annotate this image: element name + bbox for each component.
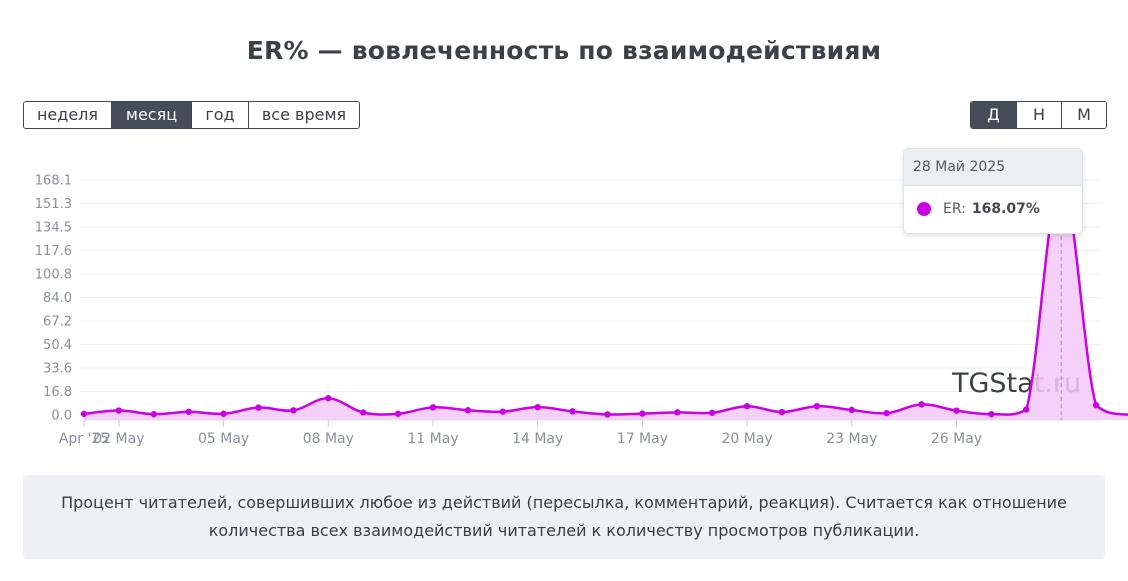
x-tick-label: 08 May xyxy=(303,431,354,447)
tooltip-series-label: ER: xyxy=(943,201,966,217)
data-point xyxy=(499,408,506,415)
data-point xyxy=(150,410,157,418)
tooltip-value: 168.07% xyxy=(971,201,1040,217)
x-tick-label: 26 May xyxy=(931,431,982,447)
data-point xyxy=(604,411,611,418)
data-point xyxy=(185,408,192,415)
data-point xyxy=(778,408,786,416)
data-point xyxy=(918,401,925,408)
y-tick-label: 33.6 xyxy=(43,362,72,377)
chart-description: Процент читателей, совершивших любое из … xyxy=(23,475,1105,559)
y-tick-label: 50.4 xyxy=(43,338,72,353)
y-tick-label: 151.3 xyxy=(35,197,72,212)
y-tick-label: 168.1 xyxy=(35,174,72,189)
period-button-2[interactable]: год xyxy=(192,102,249,128)
x-tick-label: 17 May xyxy=(617,431,668,447)
data-point xyxy=(848,406,855,414)
x-tick-label: 20 May xyxy=(721,431,772,447)
data-point xyxy=(325,395,332,402)
period-button-0[interactable]: неделя xyxy=(24,102,112,128)
x-tick-label: 05 May xyxy=(198,431,249,447)
granularity-button-1[interactable]: Н xyxy=(1017,102,1062,128)
y-tick-label: 0.0 xyxy=(51,409,72,424)
granularity-button-2[interactable]: М xyxy=(1062,102,1106,128)
data-point xyxy=(639,410,646,417)
er-chart: 0.0 16.8 33.6 50.4 67.2 84.0 100.8 117.6 134.5 15… xyxy=(35,174,1128,447)
period-selector: неделя месяц год все время xyxy=(23,101,360,129)
tooltip: 28 Май 2025 ER: 168.07% xyxy=(903,148,1083,234)
data-point xyxy=(255,404,262,411)
series-line xyxy=(83,178,1128,416)
period-button-3[interactable]: все время xyxy=(249,102,359,128)
data-point xyxy=(988,410,995,418)
period-button-1[interactable]: месяц xyxy=(112,102,192,128)
chart-title: ER% — вовлеченность по взаимодействиям xyxy=(246,36,882,65)
x-tick-label: 02 May xyxy=(93,431,144,447)
tooltip-date: 28 Май 2025 xyxy=(904,149,1082,186)
data-point xyxy=(883,409,890,417)
tooltip-series-dot xyxy=(917,202,931,216)
data-point xyxy=(290,407,297,414)
y-tick-label: 134.5 xyxy=(35,220,72,235)
data-point xyxy=(743,402,751,410)
x-tick-label: Apr '25 xyxy=(59,431,109,447)
data-point xyxy=(360,409,367,416)
description-line-2: количества всех взаимодействий читателей… xyxy=(208,521,920,540)
x-tick-label: 23 May xyxy=(826,431,877,447)
data-point xyxy=(220,410,227,417)
data-point xyxy=(709,409,716,416)
y-axis-ticks: 0.0 16.8 33.6 50.4 67.2 84.0 100.8 117.6 134.5 15… xyxy=(35,174,72,424)
data-point xyxy=(429,404,437,411)
y-tick-label: 16.8 xyxy=(43,385,72,400)
data-point xyxy=(464,407,472,414)
x-tick-label: 11 May xyxy=(407,431,458,447)
data-point xyxy=(813,402,821,410)
y-tick-label: 84.0 xyxy=(43,291,72,306)
description-line-1: Процент читателей, совершивших любое из … xyxy=(61,493,1067,512)
data-point xyxy=(115,407,123,414)
x-tick-label: 14 May xyxy=(512,431,563,447)
y-tick-label: 117.6 xyxy=(35,244,72,259)
data-point xyxy=(394,410,402,417)
y-tick-label: 67.2 xyxy=(43,315,72,330)
data-point xyxy=(80,410,88,418)
data-point xyxy=(953,407,960,414)
granularity-button-0[interactable]: Д xyxy=(971,102,1017,128)
data-point xyxy=(1023,406,1030,413)
data-point xyxy=(674,409,681,416)
data-point xyxy=(569,408,576,415)
data-point xyxy=(1092,402,1100,409)
y-tick-label: 100.8 xyxy=(35,268,72,283)
data-point xyxy=(534,403,541,411)
